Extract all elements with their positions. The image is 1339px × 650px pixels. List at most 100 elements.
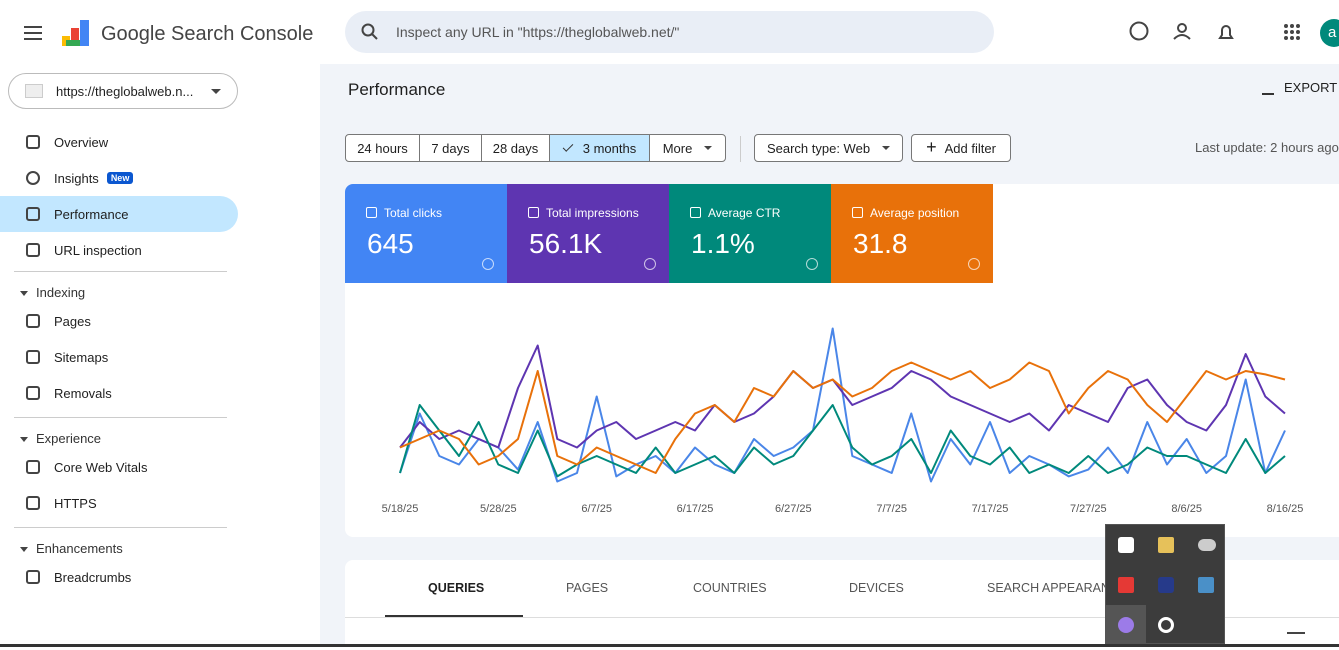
favicon xyxy=(25,84,43,98)
page-title: Performance xyxy=(348,80,446,99)
search-icon xyxy=(361,23,378,40)
nav-section[interactable]: Experience xyxy=(20,431,101,446)
caret xyxy=(882,146,891,150)
add-filter[interactable]: + Add filter xyxy=(911,134,1011,162)
x-tick-label: 5/28/25 xyxy=(480,503,517,515)
product-name: Google Search Console xyxy=(101,23,314,45)
tray-icon[interactable] xyxy=(1118,537,1134,553)
search-type-label: Search type: Web xyxy=(766,140,871,156)
export-button[interactable]: EXPORT xyxy=(1262,80,1337,95)
plus: + xyxy=(926,136,937,157)
property-url: https://theglobalweb.n... xyxy=(56,84,194,99)
property-selector[interactable]: https://theglobalweb.n... xyxy=(8,73,238,109)
tab[interactable]: DEVICES xyxy=(849,581,904,595)
nav-item[interactable]: Pages xyxy=(0,303,238,339)
nav-item[interactable]: Performance xyxy=(0,196,238,232)
checkbox xyxy=(852,207,863,218)
tab[interactable]: QUERIES xyxy=(428,581,485,595)
nav-icon xyxy=(26,243,40,257)
search-type[interactable]: Search type: Web xyxy=(754,134,903,162)
range-button[interactable]: 7 days xyxy=(419,134,482,162)
x-tick-label: 8/16/25 xyxy=(1267,503,1304,515)
caret xyxy=(20,291,28,297)
nav-label: Insights xyxy=(54,170,99,186)
chart: 5/18/25 5/28/25 6/7/25 6/17/25 6/27/25 7/7/25… xyxy=(382,327,1304,515)
nav-icon xyxy=(26,135,40,149)
range-button[interactable]: 28 days xyxy=(481,134,550,162)
nav-item[interactable]: Core Web Vitals xyxy=(0,449,238,485)
tray-icon[interactable] xyxy=(1198,577,1214,593)
nav-icon xyxy=(26,350,40,364)
download-icon xyxy=(1262,81,1274,95)
help-icon xyxy=(644,258,656,270)
metric-tile[interactable]: Total impressions 56.1K xyxy=(507,184,669,283)
nav-label: HTTPS xyxy=(54,495,97,511)
nav-section[interactable]: Enhancements xyxy=(20,541,123,556)
tray-icon[interactable] xyxy=(1158,617,1174,633)
filter-icon[interactable] xyxy=(1287,632,1305,644)
tray-icon[interactable] xyxy=(1118,577,1134,593)
series-line xyxy=(399,361,1286,474)
tray-icon[interactable] xyxy=(1198,539,1216,551)
nav-label: Core Web Vitals xyxy=(54,459,148,475)
x-tick-label: 7/27/25 xyxy=(1070,503,1107,515)
metric-tile[interactable]: Total clicks 645 xyxy=(345,184,507,283)
nav-icon xyxy=(26,171,40,185)
search-placeholder: Inspect any URL in "https://theglobalweb… xyxy=(396,24,680,40)
header-icons xyxy=(1129,21,1300,41)
divider xyxy=(14,527,227,528)
avatar[interactable]: a xyxy=(1320,19,1339,47)
nav-section[interactable]: Indexing xyxy=(20,285,85,300)
tray-icon[interactable] xyxy=(1118,617,1134,633)
nav-icon xyxy=(26,570,40,584)
metric-value: 31.8 xyxy=(853,228,908,259)
tab-divider xyxy=(345,617,1339,618)
nav-icon xyxy=(26,386,40,400)
metric-tile[interactable]: Average position 31.8 xyxy=(831,184,993,283)
series-line xyxy=(399,344,1286,449)
divider xyxy=(14,417,227,418)
caret xyxy=(20,437,28,443)
x-tick-label: 6/27/25 xyxy=(775,503,812,515)
metric-value: 1.1% xyxy=(691,228,755,259)
nav-icon xyxy=(26,207,40,221)
metric-label: Average position xyxy=(870,206,960,220)
nav-item[interactable]: Overview xyxy=(0,124,238,160)
range-button[interactable]: 3 months xyxy=(549,134,650,162)
series-line xyxy=(399,404,1286,478)
nav-item[interactable]: Breadcrumbs xyxy=(0,559,238,595)
search-box[interactable]: Inspect any URL in "https://theglobalweb… xyxy=(345,11,994,53)
range-button[interactable]: More xyxy=(649,134,726,162)
tray-icon[interactable] xyxy=(1158,577,1174,593)
x-tick-label: 8/6/25 xyxy=(1171,503,1202,515)
range-button[interactable]: 24 hours xyxy=(345,134,420,162)
nav-item[interactable]: URL inspection xyxy=(0,232,238,268)
x-tick-label: 7/7/25 xyxy=(876,503,907,515)
nav-icon xyxy=(26,314,40,328)
nav-label: URL inspection xyxy=(54,242,142,258)
logo xyxy=(62,20,89,46)
tray-icon[interactable] xyxy=(1158,537,1174,553)
metric-label: Total impressions xyxy=(546,206,639,220)
range-label: More xyxy=(662,140,693,156)
x-tick-label: 5/18/25 xyxy=(382,503,419,515)
nav-item[interactable]: HTTPS xyxy=(0,485,238,521)
tab[interactable]: SEARCH APPEARANCE xyxy=(987,581,1128,595)
divider xyxy=(14,271,227,272)
nav-label: Breadcrumbs xyxy=(54,569,132,585)
metric-value: 645 xyxy=(367,228,414,259)
tab[interactable]: PAGES xyxy=(566,581,609,595)
range-label: 3 months xyxy=(582,140,637,156)
section-title: Indexing xyxy=(36,285,86,300)
tab[interactable]: COUNTRIES xyxy=(693,581,767,595)
x-tick-label: 6/17/25 xyxy=(677,503,714,515)
range-label: 28 days xyxy=(492,140,539,156)
nav-item[interactable]: Removals xyxy=(0,375,238,411)
metric-value: 56.1K xyxy=(529,228,603,259)
nav-icon xyxy=(26,496,40,510)
nav-item[interactable]: Insights New xyxy=(0,160,238,196)
metric-tile[interactable]: Average CTR 1.1% xyxy=(669,184,831,283)
nav-item[interactable]: Sitemaps xyxy=(0,339,238,375)
menu-button[interactable] xyxy=(24,26,42,40)
